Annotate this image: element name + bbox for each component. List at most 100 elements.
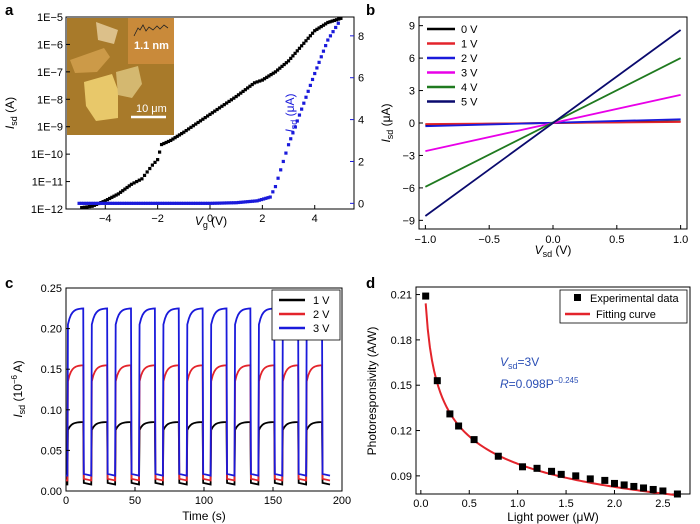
log-current-point: [129, 182, 134, 186]
linear-current-point: [336, 21, 340, 25]
experimental-point: [494, 452, 502, 460]
log-current-point: [232, 96, 236, 100]
linear-current-point: [222, 201, 226, 205]
linear-current-point: [134, 201, 138, 205]
linear-current-point: [253, 199, 257, 203]
log-current-point: [159, 142, 164, 147]
linear-current-point: [179, 201, 184, 205]
y-tick-label-a: 1E−12: [31, 204, 63, 216]
linear-current-point: [215, 201, 219, 205]
linear-current-point: [334, 25, 338, 30]
x-tick-label-c: 150: [264, 495, 282, 507]
photocurrent-trace: [66, 364, 331, 482]
plot-frame-d: [415, 286, 691, 495]
linear-current-point: [308, 83, 312, 87]
log-current-point: [337, 17, 341, 21]
y2-tick-label-a: 8: [358, 31, 364, 43]
x-tick-label-c: 200: [333, 495, 351, 507]
log-current-point: [324, 22, 328, 26]
y-tick-label-c: 0.05: [41, 445, 62, 457]
linear-current-point: [217, 201, 222, 205]
experimental-point: [470, 436, 478, 444]
log-current-point: [127, 184, 131, 188]
log-current-point: [236, 93, 241, 97]
linear-current-point: [196, 201, 200, 205]
log-current-point: [260, 78, 264, 82]
inset-electrode-2: [116, 66, 142, 98]
y-tick-label-d: 0.15: [391, 380, 412, 392]
linear-current-point: [264, 196, 268, 200]
log-current-point: [252, 81, 257, 85]
linear-current-point: [246, 200, 250, 204]
log-current-point: [326, 20, 330, 25]
linear-current-point: [144, 201, 148, 205]
log-current-point: [175, 134, 179, 138]
axis-title-y-b: Isd (μA): [379, 103, 395, 142]
linear-current-point: [306, 89, 310, 93]
linear-current-point: [132, 201, 136, 205]
linear-current-point: [324, 44, 328, 48]
axis-title-y-c: Isd (10−6 A): [10, 360, 27, 417]
linear-current-point: [302, 101, 306, 105]
linear-current-point: [89, 201, 93, 205]
log-current-point: [135, 179, 139, 184]
linear-current-point: [273, 184, 278, 189]
linear-current-point: [158, 201, 162, 205]
x-tick-label-c: 50: [129, 495, 141, 507]
log-current-point: [241, 89, 245, 93]
inset-afm-box: [128, 18, 174, 64]
linear-current-point: [113, 201, 117, 205]
experimental-point: [422, 292, 430, 300]
log-current-point: [234, 94, 238, 99]
linear-current-point: [310, 77, 315, 82]
linear-current-point: [146, 201, 150, 205]
log-current-point: [101, 200, 105, 204]
x-tick-label-d: 2.0: [607, 498, 622, 510]
legend-label-c: 2 V: [313, 309, 330, 321]
log-current-point: [80, 206, 84, 210]
linear-current-point: [79, 201, 84, 205]
experimental-point: [630, 482, 638, 490]
x-tick-label-d: 0.5: [462, 498, 477, 510]
linear-current-point: [139, 201, 143, 205]
linear-current-point: [317, 60, 321, 64]
log-current-point: [222, 103, 226, 107]
linear-current-point: [84, 201, 88, 205]
log-current-point: [217, 106, 222, 110]
linear-current-point: [117, 201, 122, 205]
y-tick-label-a: 1E−10: [31, 149, 63, 161]
photocurrent-trace: [66, 421, 331, 486]
log-current-point: [118, 190, 123, 194]
log-current-point: [269, 73, 273, 77]
log-current-point: [158, 150, 162, 154]
legend-label-b: 1 V: [461, 39, 478, 51]
log-current-point: [297, 46, 302, 50]
log-current-point: [116, 192, 120, 196]
y-tick-label-c: 0.20: [41, 324, 62, 336]
log-current-point: [110, 195, 114, 199]
linear-current-point: [331, 30, 335, 34]
y-tick-label-c: 0.00: [41, 486, 62, 498]
log-current-point: [186, 127, 191, 131]
log-current-point: [304, 39, 308, 43]
y2-tick-label-a: 4: [358, 115, 364, 127]
linear-current-point: [191, 201, 195, 205]
experimental-point: [673, 490, 681, 498]
log-current-point: [215, 107, 219, 112]
y-tick-label-a: 1E−9: [37, 122, 63, 134]
log-current-point: [156, 158, 160, 162]
log-current-point: [150, 163, 154, 167]
log-current-point: [225, 101, 229, 105]
linear-current-point: [182, 201, 186, 205]
linear-current-point: [91, 201, 95, 205]
linear-current-point: [94, 201, 98, 205]
linear-current-point: [153, 201, 157, 205]
linear-current-point: [276, 176, 280, 180]
linear-current-point: [87, 201, 91, 205]
legend-label-b: 3 V: [461, 68, 478, 80]
linear-current-point: [122, 201, 126, 205]
inset-scale-label: 10 μm: [136, 103, 167, 115]
linear-current-point: [127, 201, 131, 205]
x-tick-label-d: 2.5: [655, 498, 670, 510]
linear-current-point: [175, 201, 179, 205]
